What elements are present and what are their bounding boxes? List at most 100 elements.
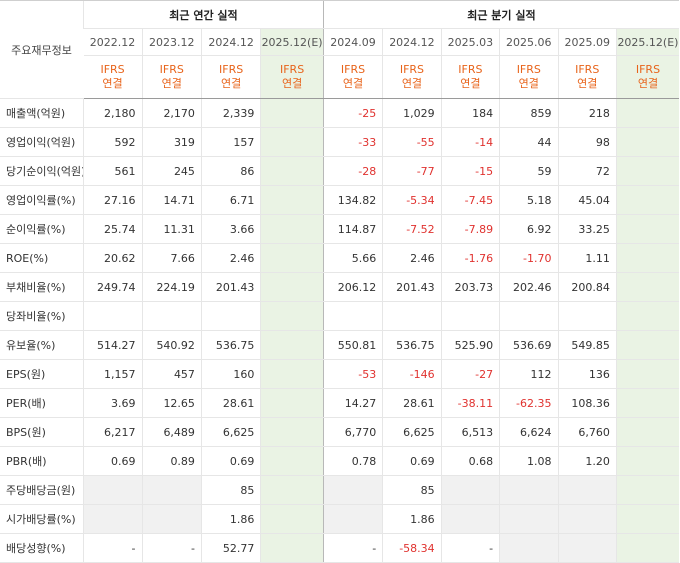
table-cell: 514.27 — [83, 330, 143, 360]
table-cell — [260, 301, 324, 331]
quarterly-results-title: 최근 분기 실적 — [322, 0, 679, 29]
table-cell: 0.69 — [83, 446, 143, 476]
table-cell: 203.73 — [440, 272, 500, 302]
table-cell — [260, 330, 324, 360]
table-cell — [200, 301, 261, 331]
table-cell: 52.77 — [200, 533, 261, 563]
header-row-basis: IFRS 연결 IFRS 연결 IFRS 연결 IFRS 연결 IFRS 연결 IFRS 연결 IFRS… — [0, 55, 679, 99]
table-cell: 0.69 — [200, 446, 261, 476]
table-cell: -62.35 — [499, 388, 558, 418]
table-cell — [615, 272, 679, 302]
table-cell: - — [141, 533, 202, 563]
table-cell: 0.68 — [440, 446, 500, 476]
basis-consolidated-label: 연결 — [161, 77, 182, 90]
basis-consolidated-label: 연결 — [637, 77, 659, 90]
table-cell: 27.16 — [83, 185, 143, 215]
basis-consolidated-label: 연결 — [518, 77, 539, 90]
table-cell — [440, 301, 500, 331]
table-cell: - — [322, 533, 383, 563]
table-cell — [557, 504, 617, 534]
table-row: 매출액(억원) 2,180 2,170 2,339 -25 1,029 184 859 218 — [0, 98, 679, 128]
header-row-periods: 2022.12 2023.12 2024.12 2025.12(E) 2024.09 20… — [0, 28, 679, 56]
table-cell: 114.87 — [322, 214, 383, 244]
table-cell: 224.19 — [141, 272, 202, 302]
basis-consolidated-label: 연결 — [281, 77, 303, 90]
table-cell — [260, 533, 324, 563]
table-cell: 319 — [141, 127, 202, 157]
table-cell — [615, 156, 679, 186]
basis-consolidated-label: 연결 — [577, 77, 598, 90]
row-label: BPS(원) — [0, 417, 84, 447]
table-cell — [615, 301, 679, 331]
table-cell: 6,625 — [200, 417, 261, 447]
table-cell — [615, 533, 679, 563]
table-cell: 2.46 — [382, 243, 442, 273]
table-cell — [499, 533, 558, 563]
table-row: PER(배) 3.69 12.65 28.61 14.27 28.61 -38.11 -62.… — [0, 388, 679, 418]
table-row: 영업이익률(%) 27.16 14.71 6.71 134.82 -5.34 -7.45 5.… — [0, 185, 679, 215]
table-cell: -15 — [440, 156, 500, 186]
row-label: PBR(배) — [0, 446, 84, 476]
table-cell: 2,180 — [83, 98, 143, 128]
table-cell — [260, 504, 324, 534]
table-cell: 2,170 — [141, 98, 202, 128]
table-row: PBR(배) 0.69 0.89 0.69 0.78 0.69 0.68 1.08 1.20 — [0, 446, 679, 476]
basis-header: IFRS 연결 — [260, 55, 324, 99]
table-row: 부채비율(%) 249.74 224.19 201.43 206.12 201.43 203… — [0, 272, 679, 302]
table-cell — [382, 301, 442, 331]
basis-ifrs-label: IFRS — [399, 63, 425, 76]
table-cell: 2.46 — [200, 243, 261, 273]
period-header: 2025.09 — [557, 28, 617, 56]
table-cell: 25.74 — [83, 214, 143, 244]
period-header: 2022.12 — [83, 28, 143, 56]
table-cell: 1.08 — [499, 446, 558, 476]
table-cell — [615, 243, 679, 273]
financial-rows: 매출액(억원) 2,180 2,170 2,339 -25 1,029 184 859 218 영… — [0, 98, 679, 563]
table-cell: - — [83, 533, 143, 563]
table-cell: -5.34 — [382, 185, 442, 215]
table-cell — [615, 417, 679, 447]
basis-header: IFRS 연결 — [440, 55, 500, 99]
table-cell: -25 — [322, 98, 383, 128]
table-cell — [499, 504, 558, 534]
table-cell: 33.25 — [557, 214, 617, 244]
table-row: ROE(%) 20.62 7.66 2.46 5.66 2.46 -1.76 -1.70 1.1… — [0, 243, 679, 273]
table-cell — [260, 156, 324, 186]
table-cell: 1,029 — [382, 98, 442, 128]
table-cell: 549.85 — [557, 330, 617, 360]
basis-consolidated-label: 연결 — [102, 77, 123, 90]
basis-header: IFRS 연결 — [557, 55, 617, 99]
table-cell: 1,157 — [83, 359, 143, 389]
table-cell: 859 — [499, 98, 558, 128]
table-row: 시가배당률(%) 1.86 1.86 — [0, 504, 679, 534]
table-cell: -38.11 — [440, 388, 500, 418]
table-cell — [615, 98, 679, 128]
table-cell: 6.71 — [200, 185, 261, 215]
table-cell: -7.89 — [440, 214, 500, 244]
table-cell: -27 — [440, 359, 500, 389]
row-label: 시가배당률(%) — [0, 504, 84, 534]
period-header: 2025.12(E) — [615, 28, 679, 56]
table-row: 순이익률(%) 25.74 11.31 3.66 114.87 -7.52 -7.89 6.9… — [0, 214, 679, 244]
table-row: BPS(원) 6,217 6,489 6,625 6,770 6,625 6,513 6,62… — [0, 417, 679, 447]
table-cell: 3.69 — [83, 388, 143, 418]
basis-consolidated-label: 연결 — [221, 77, 242, 90]
basis-header: IFRS 연결 — [200, 55, 261, 99]
basis-ifrs-label: IFRS — [458, 63, 483, 76]
table-cell: 0.78 — [322, 446, 383, 476]
row-label: 배당성향(%) — [0, 533, 84, 563]
table-cell — [141, 475, 202, 505]
basis-consolidated-label: 연결 — [401, 77, 423, 90]
table-cell — [615, 330, 679, 360]
table-cell: 6.92 — [499, 214, 558, 244]
row-label: 순이익률(%) — [0, 214, 84, 244]
basis-header: IFRS 연결 — [83, 55, 143, 99]
table-cell — [83, 301, 143, 331]
table-cell: -7.45 — [440, 185, 500, 215]
table-cell — [260, 243, 324, 273]
basis-ifrs-label: IFRS — [219, 63, 244, 76]
row-label: EPS(원) — [0, 359, 84, 389]
table-cell: 536.69 — [499, 330, 558, 360]
table-cell — [557, 475, 617, 505]
table-cell: 6,513 — [440, 417, 500, 447]
